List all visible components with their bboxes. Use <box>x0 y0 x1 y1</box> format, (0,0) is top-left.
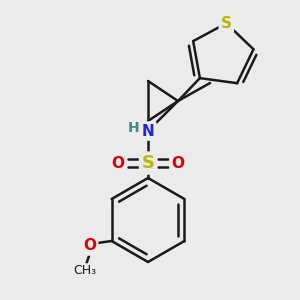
Text: O: O <box>172 155 184 170</box>
Text: H: H <box>128 121 140 135</box>
Text: S: S <box>221 16 232 31</box>
Text: O: O <box>83 238 96 253</box>
Text: S: S <box>142 154 154 172</box>
Text: CH₃: CH₃ <box>73 265 96 278</box>
Text: N: N <box>142 124 154 139</box>
Text: O: O <box>112 155 124 170</box>
